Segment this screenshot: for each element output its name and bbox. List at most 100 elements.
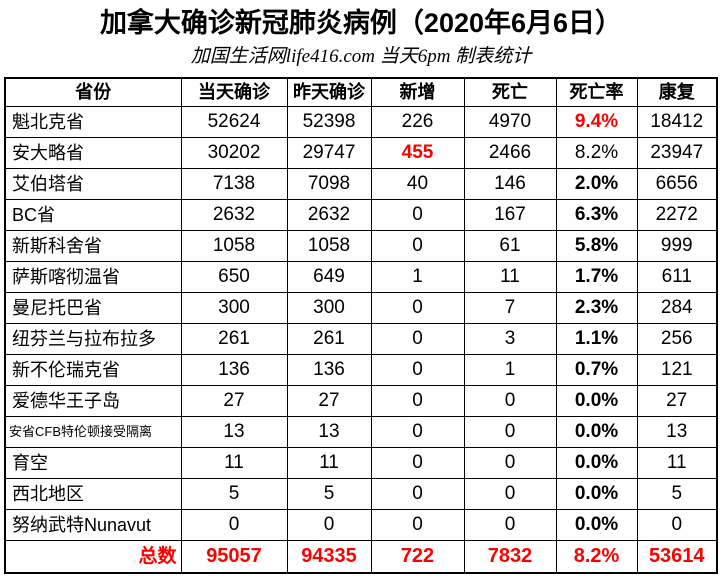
total-cell-yesterday: 94335 (286, 539, 372, 574)
table-row: 纽芬兰与拉布拉多 261 261 0 3 1.1% 256 (4, 322, 718, 355)
col-header-province: 省份 (4, 77, 182, 107)
cell-deaths: 61 (463, 229, 557, 262)
cell-death-rate: 0.7% (555, 353, 638, 386)
cell-yesterday: 11 (286, 446, 372, 479)
cell-recovered: 23947 (636, 136, 718, 169)
cell-recovered: 256 (636, 322, 718, 355)
province-name: 安大略省 (4, 136, 182, 169)
cell-new: 0 (370, 322, 465, 355)
cell-death-rate: 2.0% (555, 167, 638, 200)
cell-deaths: 1 (463, 353, 557, 386)
page-subtitle: 加国生活网life416.com 当天6pm 制表统计 (190, 46, 532, 67)
province-name: 安省CFB特伦顿接受隔离 (4, 415, 182, 448)
province-name: 艾伯塔省 (4, 167, 182, 200)
cell-death-rate: 0.0% (555, 446, 638, 479)
cell-recovered: 27 (636, 384, 718, 417)
cell-new: 226 (370, 105, 465, 138)
cell-deaths: 0 (463, 477, 557, 510)
cell-yesterday: 136 (286, 353, 372, 386)
cell-new: 0 (370, 198, 465, 231)
cell-recovered: 2272 (636, 198, 718, 231)
cell-yesterday: 649 (286, 260, 372, 293)
covid-stats-table: 省份 当天确诊 昨天确诊 新增 死亡 死亡率 康复 魁北克省 52624 52398 226 497… (4, 77, 718, 574)
cell-recovered: 284 (636, 291, 718, 324)
table-row: 育空 11 11 0 0 0.0% 11 (4, 446, 718, 479)
cell-deaths: 167 (463, 198, 557, 231)
cell-recovered: 999 (636, 229, 718, 262)
cell-death-rate: 2.3% (555, 291, 638, 324)
cell-death-rate: 0.0% (555, 384, 638, 417)
province-name: 努纳武特Nunavut (4, 508, 182, 541)
cell-new: 40 (370, 167, 465, 200)
province-name: 新斯科舍省 (4, 229, 182, 262)
cell-today: 27 (180, 384, 288, 417)
cell-death-rate: 6.3% (555, 198, 638, 231)
table-row: 爱德华王子岛 27 27 0 0 0.0% 27 (4, 384, 718, 417)
cell-today: 30202 (180, 136, 288, 169)
cell-death-rate: 0.0% (555, 508, 638, 541)
cell-death-rate: 5.8% (555, 229, 638, 262)
total-cell-recovered: 53614 (636, 539, 718, 574)
col-header-recovered: 康复 (636, 77, 718, 107)
total-cell-deaths: 7832 (463, 539, 557, 574)
table-row: 魁北克省 52624 52398 226 4970 9.4% 18412 (4, 105, 718, 138)
province-name: 育空 (4, 446, 182, 479)
cell-today: 7138 (180, 167, 288, 200)
cell-deaths: 0 (463, 384, 557, 417)
cell-yesterday: 2632 (286, 198, 372, 231)
cell-new: 0 (370, 384, 465, 417)
cell-deaths: 0 (463, 415, 557, 448)
cell-deaths: 4970 (463, 105, 557, 138)
table-row: 萨斯喀彻温省 650 649 1 11 1.7% 611 (4, 260, 718, 293)
header-row: 省份 当天确诊 昨天确诊 新增 死亡 死亡率 康复 (4, 77, 718, 107)
total-cell-death-rate: 8.2% (555, 539, 638, 574)
cell-deaths: 2466 (463, 136, 557, 169)
col-header-yesterday: 昨天确诊 (286, 77, 372, 107)
col-header-new: 新增 (370, 77, 465, 107)
province-name: 魁北克省 (4, 105, 182, 138)
province-name: 新不伦瑞克省 (4, 353, 182, 386)
col-header-deaths: 死亡 (463, 77, 557, 107)
cell-today: 261 (180, 322, 288, 355)
table-row: 西北地区 5 5 0 0 0.0% 5 (4, 477, 718, 510)
cell-yesterday: 1058 (286, 229, 372, 262)
cell-recovered: 5 (636, 477, 718, 510)
cell-new: 0 (370, 291, 465, 324)
cell-deaths: 146 (463, 167, 557, 200)
cell-new: 0 (370, 353, 465, 386)
cell-yesterday: 300 (286, 291, 372, 324)
table-row: 艾伯塔省 7138 7098 40 146 2.0% 6656 (4, 167, 718, 200)
cell-deaths: 11 (463, 260, 557, 293)
total-label: 总数 (4, 539, 182, 574)
cell-death-rate: 0.0% (555, 415, 638, 448)
cell-new: 1 (370, 260, 465, 293)
cell-today: 52624 (180, 105, 288, 138)
table-row: BC省 2632 2632 0 167 6.3% 2272 (4, 198, 718, 231)
cell-recovered: 11 (636, 446, 718, 479)
province-name: BC省 (4, 198, 182, 231)
table-row: 曼尼托巴省 300 300 0 7 2.3% 284 (4, 291, 718, 324)
cell-death-rate: 9.4% (555, 105, 638, 138)
cell-today: 11 (180, 446, 288, 479)
total-cell-new: 722 (370, 539, 465, 574)
total-cell-today: 95057 (180, 539, 288, 574)
cell-today: 1058 (180, 229, 288, 262)
page-title: 加拿大确诊新冠肺炎病例（2020年6月6日） (99, 8, 623, 38)
cell-today: 2632 (180, 198, 288, 231)
province-name: 西北地区 (4, 477, 182, 510)
cell-yesterday: 5 (286, 477, 372, 510)
table-row: 努纳武特Nunavut 0 0 0 0 0.0% 0 (4, 508, 718, 541)
cell-deaths: 3 (463, 322, 557, 355)
cell-recovered: 6656 (636, 167, 718, 200)
cell-deaths: 0 (463, 446, 557, 479)
cell-today: 136 (180, 353, 288, 386)
cell-yesterday: 29747 (286, 136, 372, 169)
table-row: 新斯科舍省 1058 1058 0 61 5.8% 999 (4, 229, 718, 262)
cell-today: 0 (180, 508, 288, 541)
cell-today: 650 (180, 260, 288, 293)
cell-death-rate: 8.2% (555, 136, 638, 169)
table-row: 安大略省 30202 29747 455 2466 8.2% 23947 (4, 136, 718, 169)
province-name: 萨斯喀彻温省 (4, 260, 182, 293)
cell-yesterday: 27 (286, 384, 372, 417)
col-header-today: 当天确诊 (180, 77, 288, 107)
